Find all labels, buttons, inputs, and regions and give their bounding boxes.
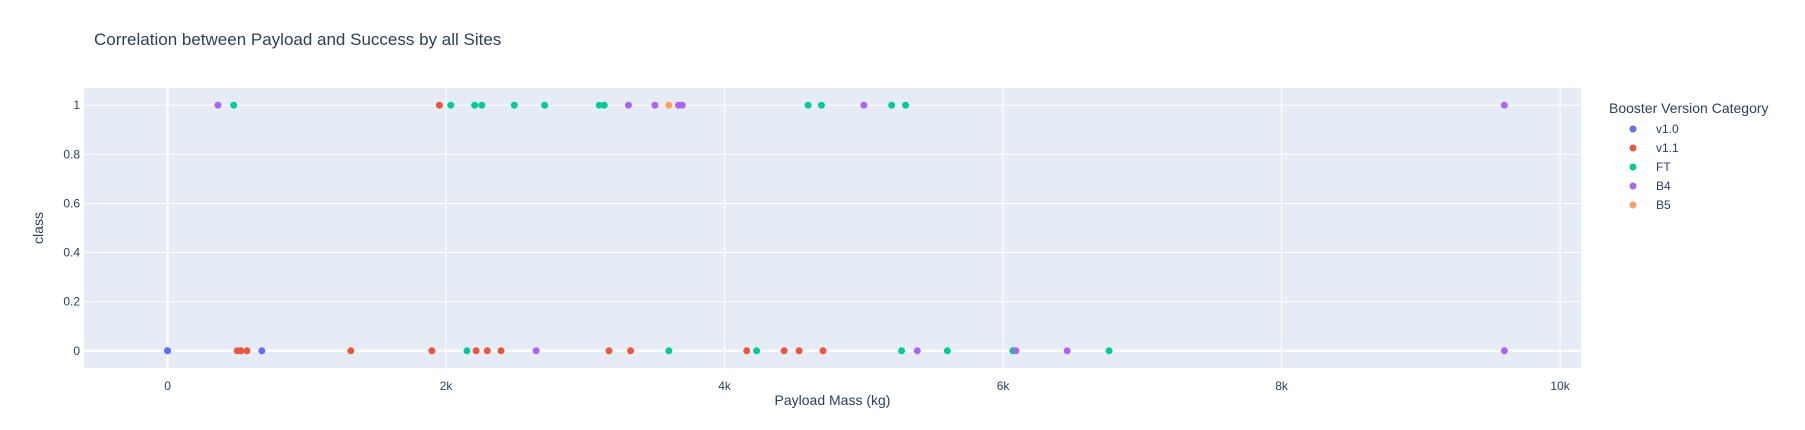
data-point[interactable] bbox=[795, 347, 803, 355]
data-point[interactable] bbox=[898, 347, 906, 355]
chart-title: Correlation between Payload and Success … bbox=[94, 30, 501, 49]
y-tick-label: 0.8 bbox=[63, 147, 80, 161]
legend-label: FT bbox=[1656, 160, 1671, 174]
data-point[interactable] bbox=[595, 101, 603, 109]
data-point[interactable] bbox=[230, 101, 238, 109]
data-point[interactable] bbox=[902, 101, 910, 109]
gridlines bbox=[84, 88, 1581, 368]
data-point[interactable] bbox=[780, 347, 788, 355]
data-point[interactable] bbox=[627, 347, 635, 355]
data-point[interactable] bbox=[678, 101, 686, 109]
y-tick-label: 0.6 bbox=[63, 196, 80, 210]
data-point[interactable] bbox=[483, 347, 491, 355]
x-tick-label: 6k bbox=[997, 379, 1011, 393]
data-point[interactable] bbox=[243, 347, 251, 355]
y-axis-ticks: 0 0.2 0.4 0.6 0.8 1 bbox=[63, 98, 80, 358]
data-point[interactable] bbox=[435, 101, 443, 109]
data-point[interactable] bbox=[888, 101, 896, 109]
data-point[interactable] bbox=[943, 347, 951, 355]
x-tick-label: 4k bbox=[718, 379, 732, 393]
data-point[interactable] bbox=[1063, 347, 1071, 355]
data-point[interactable] bbox=[541, 101, 549, 109]
legend-title: Booster Version Category bbox=[1609, 100, 1769, 116]
data-point[interactable] bbox=[665, 347, 673, 355]
data-point[interactable] bbox=[478, 101, 486, 109]
legend-label: B5 bbox=[1656, 198, 1671, 212]
y-tick-label: 0.4 bbox=[63, 246, 80, 260]
data-point[interactable] bbox=[428, 347, 436, 355]
data-point[interactable] bbox=[1012, 347, 1020, 355]
data-point[interactable] bbox=[532, 347, 540, 355]
legend-label: v1.1 bbox=[1656, 141, 1679, 155]
x-tick-label: 0 bbox=[164, 379, 171, 393]
series-B4 bbox=[214, 101, 1508, 355]
data-point[interactable] bbox=[753, 347, 761, 355]
data-point[interactable] bbox=[237, 347, 245, 355]
x-tick-label: 8k bbox=[1275, 379, 1289, 393]
legend-marker bbox=[1629, 163, 1637, 171]
data-point[interactable] bbox=[600, 101, 608, 109]
x-tick-label: 10k bbox=[1550, 379, 1570, 393]
legend-marker bbox=[1629, 201, 1637, 209]
data-point[interactable] bbox=[463, 347, 471, 355]
legend-label: v1.0 bbox=[1656, 122, 1679, 136]
y-axis-title: class bbox=[30, 212, 46, 244]
data-point[interactable] bbox=[817, 101, 825, 109]
data-point[interactable] bbox=[819, 347, 827, 355]
legend-label: B4 bbox=[1656, 179, 1671, 193]
legend-item[interactable]: B4 bbox=[1629, 179, 1672, 193]
series-FT bbox=[230, 101, 1113, 355]
data-point[interactable] bbox=[665, 101, 673, 109]
data-point[interactable] bbox=[1500, 347, 1508, 355]
data-point[interactable] bbox=[472, 347, 480, 355]
data-point[interactable] bbox=[913, 347, 921, 355]
data-point[interactable] bbox=[1500, 101, 1508, 109]
legend: Booster Version Category v1.0 v1.1 FT B4 B5 bbox=[1609, 100, 1769, 212]
data-point[interactable] bbox=[347, 347, 355, 355]
x-tick-label: 2k bbox=[440, 379, 454, 393]
data-point[interactable] bbox=[471, 101, 479, 109]
data-point[interactable] bbox=[743, 347, 751, 355]
data-point[interactable] bbox=[214, 101, 222, 109]
data-point[interactable] bbox=[497, 347, 505, 355]
data-point[interactable] bbox=[510, 101, 518, 109]
data-point[interactable] bbox=[605, 347, 613, 355]
data-points bbox=[164, 101, 1508, 355]
series-v1.1 bbox=[233, 101, 827, 355]
x-axis-title: Payload Mass (kg) bbox=[775, 392, 891, 408]
data-point[interactable] bbox=[258, 347, 266, 355]
legend-item[interactable]: FT bbox=[1629, 160, 1672, 174]
series-B5 bbox=[665, 101, 673, 109]
x-axis-ticks: 0 2k 4k 6k 8k 10k bbox=[164, 379, 1571, 393]
data-point[interactable] bbox=[804, 101, 812, 109]
plot-area bbox=[84, 88, 1581, 368]
legend-item[interactable]: v1.1 bbox=[1629, 141, 1680, 155]
legend-marker bbox=[1629, 125, 1637, 133]
legend-item[interactable]: v1.0 bbox=[1629, 122, 1680, 136]
data-point[interactable] bbox=[1105, 347, 1113, 355]
y-tick-label: 0 bbox=[73, 344, 80, 358]
data-point[interactable] bbox=[860, 101, 868, 109]
legend-marker bbox=[1629, 182, 1637, 190]
y-tick-label: 0.2 bbox=[63, 295, 80, 309]
data-point[interactable] bbox=[447, 101, 455, 109]
legend-item[interactable]: B5 bbox=[1629, 198, 1672, 212]
data-point[interactable] bbox=[651, 101, 659, 109]
legend-marker bbox=[1629, 144, 1637, 152]
data-point[interactable] bbox=[164, 347, 172, 355]
data-point[interactable] bbox=[624, 101, 632, 109]
y-tick-label: 1 bbox=[73, 98, 80, 112]
